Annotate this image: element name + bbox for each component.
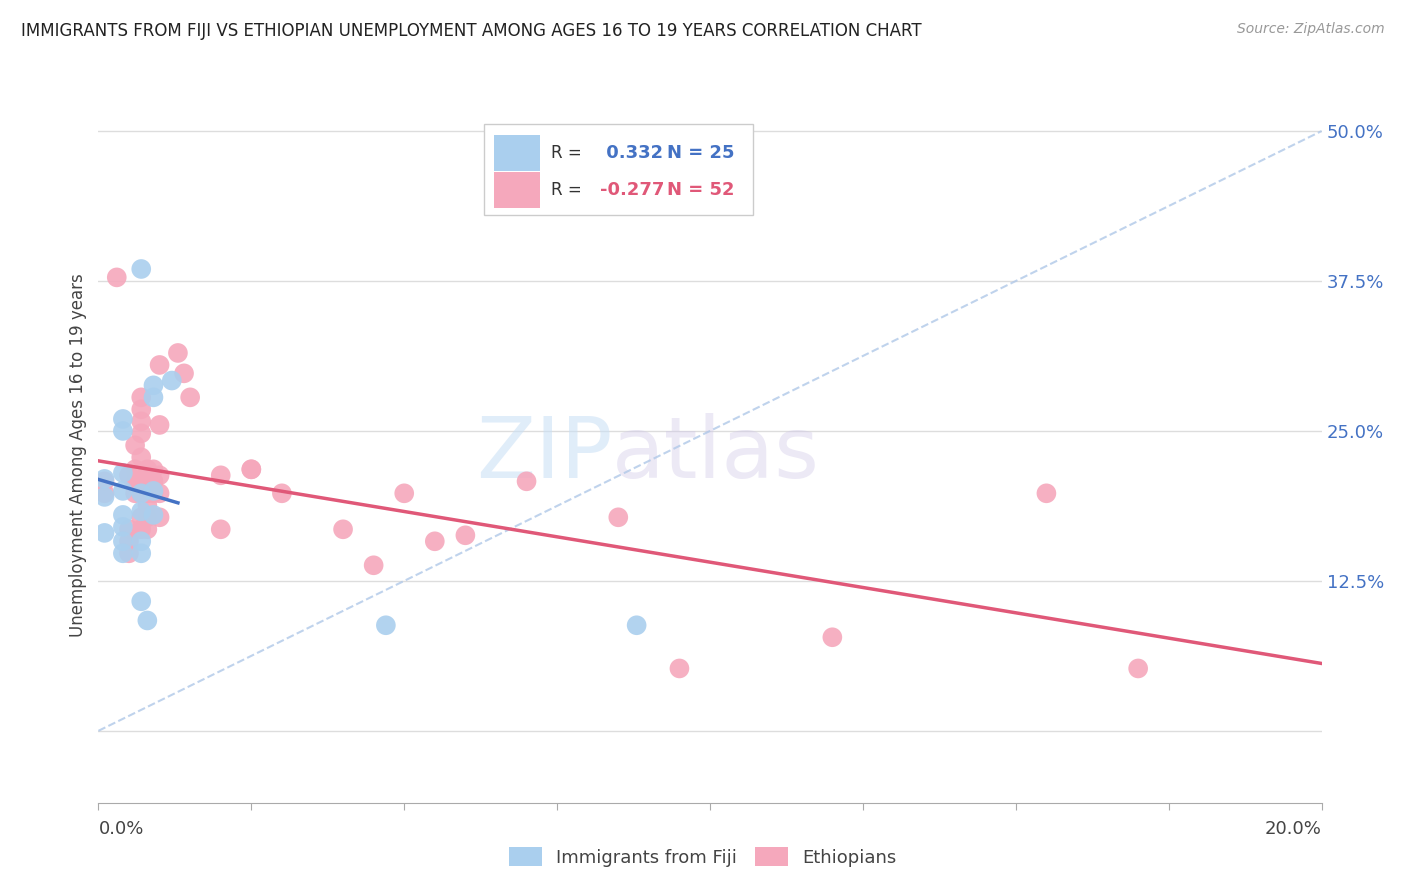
- Point: [129, 510, 152, 524]
- Point: [149, 486, 172, 500]
- Point: [129, 475, 152, 489]
- Point: [129, 402, 152, 417]
- Point: [93, 525, 115, 540]
- Point: [129, 594, 152, 608]
- Point: [129, 546, 152, 560]
- Point: [111, 508, 134, 522]
- Point: [374, 618, 396, 632]
- Text: atlas: atlas: [612, 413, 820, 497]
- Point: [209, 522, 232, 536]
- Point: [136, 510, 159, 524]
- Point: [136, 522, 159, 536]
- Text: N = 52: N = 52: [668, 181, 735, 199]
- Point: [270, 486, 292, 500]
- Point: [167, 346, 190, 360]
- Point: [124, 475, 146, 489]
- FancyBboxPatch shape: [494, 172, 540, 208]
- Text: R =: R =: [551, 181, 588, 199]
- Text: ZIP: ZIP: [475, 413, 612, 497]
- Point: [363, 558, 385, 573]
- Point: [136, 498, 159, 512]
- Point: [111, 424, 134, 438]
- Point: [129, 504, 152, 518]
- Point: [136, 614, 159, 628]
- Point: [149, 417, 172, 432]
- Point: [209, 468, 232, 483]
- Point: [129, 534, 152, 549]
- Point: [142, 475, 165, 489]
- Point: [160, 374, 183, 388]
- Point: [454, 528, 477, 542]
- Y-axis label: Unemployment Among Ages 16 to 19 years: Unemployment Among Ages 16 to 19 years: [69, 273, 87, 637]
- Text: 0.0%: 0.0%: [98, 820, 143, 838]
- Point: [332, 522, 354, 536]
- Text: IMMIGRANTS FROM FIJI VS ETHIOPIAN UNEMPLOYMENT AMONG AGES 16 TO 19 YEARS CORRELA: IMMIGRANTS FROM FIJI VS ETHIOPIAN UNEMPL…: [21, 22, 922, 40]
- Point: [149, 510, 172, 524]
- Point: [142, 378, 165, 392]
- Point: [142, 508, 165, 522]
- Point: [516, 475, 538, 489]
- Text: 20.0%: 20.0%: [1265, 820, 1322, 838]
- Text: R =: R =: [551, 144, 588, 162]
- Point: [118, 522, 141, 536]
- Point: [124, 462, 146, 476]
- Point: [136, 486, 159, 500]
- Point: [105, 270, 128, 285]
- Point: [240, 462, 263, 476]
- Point: [1128, 661, 1150, 675]
- Point: [93, 475, 115, 489]
- Point: [149, 468, 172, 483]
- Point: [118, 534, 141, 549]
- Point: [129, 262, 152, 277]
- Point: [173, 367, 195, 381]
- Point: [111, 466, 134, 480]
- Point: [240, 462, 263, 476]
- Point: [124, 438, 146, 452]
- Point: [124, 486, 146, 500]
- Text: -0.277: -0.277: [600, 181, 664, 199]
- Point: [136, 462, 159, 476]
- Point: [111, 546, 134, 560]
- Point: [142, 483, 165, 498]
- Point: [129, 486, 152, 500]
- Legend: Immigrants from Fiji, Ethiopians: Immigrants from Fiji, Ethiopians: [502, 840, 904, 874]
- Point: [821, 630, 844, 644]
- Point: [149, 358, 172, 372]
- Point: [392, 486, 416, 500]
- Point: [129, 426, 152, 441]
- Point: [607, 510, 630, 524]
- Text: Source: ZipAtlas.com: Source: ZipAtlas.com: [1237, 22, 1385, 37]
- Point: [142, 390, 165, 404]
- Point: [129, 486, 152, 500]
- Text: 0.332: 0.332: [600, 144, 664, 162]
- Point: [111, 534, 134, 549]
- Point: [129, 414, 152, 428]
- Point: [136, 475, 159, 489]
- Point: [111, 483, 134, 498]
- Point: [129, 522, 152, 536]
- Point: [93, 486, 115, 500]
- Point: [111, 520, 134, 534]
- Point: [142, 462, 165, 476]
- Point: [118, 468, 141, 483]
- FancyBboxPatch shape: [494, 135, 540, 171]
- Point: [93, 490, 115, 504]
- Point: [129, 450, 152, 465]
- Point: [129, 390, 152, 404]
- Point: [1035, 486, 1057, 500]
- Text: N = 25: N = 25: [668, 144, 735, 162]
- Point: [423, 534, 446, 549]
- Point: [118, 546, 141, 560]
- Point: [668, 661, 690, 675]
- Point: [626, 618, 648, 632]
- Point: [93, 472, 115, 486]
- Point: [142, 486, 165, 500]
- Point: [179, 390, 201, 404]
- Point: [111, 412, 134, 426]
- FancyBboxPatch shape: [484, 124, 752, 215]
